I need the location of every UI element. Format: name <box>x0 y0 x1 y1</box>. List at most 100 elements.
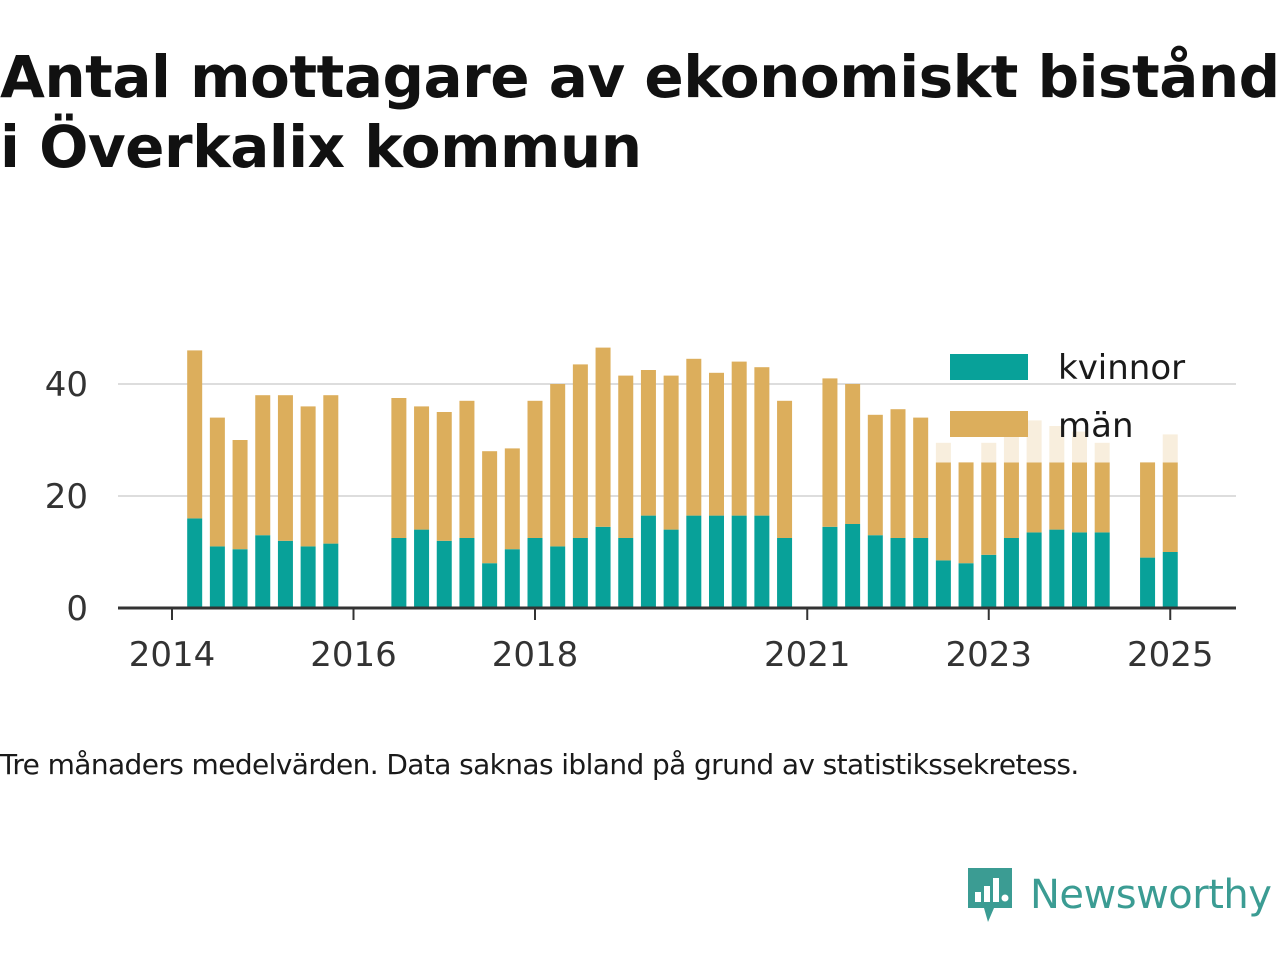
bar-kvinnor <box>640 515 656 608</box>
x-tick-label: 2016 <box>310 635 397 675</box>
bar-man <box>300 406 316 547</box>
bar-man <box>958 462 974 564</box>
bar-man <box>414 406 430 530</box>
bar-kvinnor <box>618 538 634 608</box>
legend: kvinnor män <box>950 348 1185 446</box>
bar-stack <box>504 448 520 608</box>
bar-kvinnor <box>209 546 225 608</box>
bar-stack <box>1162 434 1178 608</box>
bar-man <box>1072 462 1087 533</box>
bar-man <box>436 412 452 541</box>
y-axis-ticks: 0 20 40 <box>45 365 88 629</box>
stacked-bar-chart: 0 20 40 2014 2016 2018 2021 2023 2025 kvinnor m… <box>45 347 1236 675</box>
logo-text: Newsworthy <box>1030 872 1272 918</box>
bar-stack <box>640 370 656 608</box>
bar-stack <box>595 347 611 608</box>
bar-stack <box>459 400 475 608</box>
bar-kvinnor <box>754 515 770 608</box>
bar-stack <box>277 395 293 608</box>
bar-man <box>709 372 724 516</box>
bar-kvinnor <box>1072 532 1087 608</box>
bar-kvinnor <box>482 563 498 608</box>
legend-label-kvinnor: kvinnor <box>1058 348 1185 388</box>
bar-man <box>595 347 611 527</box>
legend-swatch-man <box>950 411 1028 437</box>
bar-stack <box>913 417 929 608</box>
bar-stack <box>709 372 724 608</box>
legend-swatch-kvinnor <box>950 354 1028 380</box>
bar-stack <box>754 367 770 608</box>
bars-group <box>187 347 1178 608</box>
bar-stack <box>1003 420 1019 608</box>
bar-kvinnor <box>436 540 452 608</box>
y-tick-label: 40 <box>45 365 88 405</box>
bar-man <box>845 384 861 524</box>
bar-man <box>890 409 906 538</box>
bar-kvinnor <box>414 529 430 608</box>
bar-stack <box>323 395 339 608</box>
bar-kvinnor <box>913 538 929 608</box>
bar-kvinnor <box>323 543 339 608</box>
x-tick-label: 2021 <box>764 635 851 675</box>
newsworthy-logo-icon <box>968 868 1012 922</box>
bar-man <box>731 361 747 516</box>
bar-kvinnor <box>890 538 906 608</box>
bar-stack <box>187 350 203 608</box>
bar-kvinnor <box>1094 532 1110 608</box>
bar-stack <box>777 400 793 608</box>
bar-kvinnor <box>300 546 316 608</box>
bar-kvinnor <box>187 518 203 608</box>
chart-title: Antal mottagare av ekonomiskt bistånd i … <box>0 43 1280 181</box>
legend-label-man: män <box>1058 406 1134 446</box>
x-axis-ticks: 2014 2016 2018 2021 2023 2025 <box>129 608 1214 675</box>
y-tick-label: 0 <box>66 589 88 629</box>
bar-kvinnor <box>958 563 974 608</box>
bar-kvinnor <box>1140 557 1156 608</box>
bar-man <box>663 375 679 530</box>
bar-man <box>277 395 293 541</box>
bar-stack <box>845 384 861 608</box>
bar-kvinnor <box>981 554 997 608</box>
bar-stack <box>550 384 566 608</box>
bar-stack <box>1049 426 1065 608</box>
bar-stack <box>300 406 316 608</box>
bar-stack <box>1026 420 1042 608</box>
newsworthy-logo: Newsworthy <box>964 862 1272 928</box>
bar-kvinnor <box>1026 532 1042 608</box>
bar-kvinnor <box>845 524 861 608</box>
bar-man <box>572 364 588 538</box>
bar-kvinnor <box>1162 552 1178 608</box>
bar-man-faded <box>1094 442 1110 463</box>
bar-stack <box>1072 431 1087 608</box>
bar-kvinnor <box>709 515 724 608</box>
bar-man-faded <box>935 442 951 463</box>
bar-man <box>981 462 997 555</box>
bar-kvinnor <box>935 560 951 608</box>
bar-kvinnor <box>595 526 611 608</box>
bar-stack <box>822 378 838 608</box>
bar-stack <box>436 412 452 608</box>
bar-kvinnor <box>1049 529 1065 608</box>
bar-man <box>686 358 702 516</box>
bar-man <box>187 350 203 519</box>
bar-man <box>1094 462 1110 533</box>
bar-stack <box>890 409 906 608</box>
bar-kvinnor <box>255 535 271 608</box>
bar-man <box>1003 462 1019 538</box>
bar-stack <box>981 442 997 608</box>
bar-man-faded <box>1162 434 1178 463</box>
bar-stack <box>527 400 543 608</box>
bar-man <box>640 370 656 516</box>
x-tick-label: 2025 <box>1127 635 1214 675</box>
bar-stack <box>1140 462 1156 608</box>
bar-stack <box>618 375 634 608</box>
bar-stack <box>414 406 430 608</box>
bar-man <box>1140 462 1156 558</box>
bar-man <box>1026 462 1042 533</box>
bar-man <box>482 451 498 564</box>
bar-man <box>777 400 793 538</box>
bar-man <box>550 384 566 547</box>
bar-man <box>323 395 339 544</box>
bar-man <box>209 417 225 547</box>
y-tick-label: 20 <box>45 477 88 517</box>
